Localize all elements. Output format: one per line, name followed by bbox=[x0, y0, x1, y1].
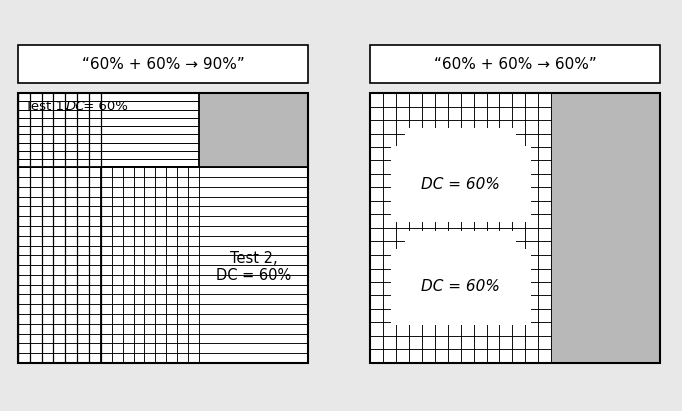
Text: DC = 60%: DC = 60% bbox=[421, 279, 500, 294]
Text: Test 1,: Test 1, bbox=[25, 100, 72, 113]
Bar bbox=[101, 167, 308, 363]
Bar bbox=[199, 93, 308, 167]
Bar bbox=[370, 45, 660, 83]
Bar bbox=[18, 45, 308, 83]
Text: DC = 60%: DC = 60% bbox=[216, 268, 291, 283]
Text: DC = 60%: DC = 60% bbox=[421, 176, 500, 192]
Text: “60% + 60% → 90%”: “60% + 60% → 90%” bbox=[82, 56, 244, 72]
Text: = 60%: = 60% bbox=[79, 100, 128, 113]
Bar bbox=[18, 93, 308, 363]
Text: “60% + 60% → 60%”: “60% + 60% → 60%” bbox=[434, 56, 596, 72]
Text: Test 2,: Test 2, bbox=[436, 261, 486, 276]
Text: Test 2,: Test 2, bbox=[230, 251, 278, 266]
Bar bbox=[18, 93, 308, 363]
Text: Test 1,: Test 1, bbox=[436, 159, 486, 173]
Bar bbox=[370, 93, 660, 363]
Bar bbox=[370, 93, 660, 363]
Text: DC: DC bbox=[66, 100, 85, 113]
Bar bbox=[551, 93, 660, 363]
Bar bbox=[18, 93, 199, 167]
